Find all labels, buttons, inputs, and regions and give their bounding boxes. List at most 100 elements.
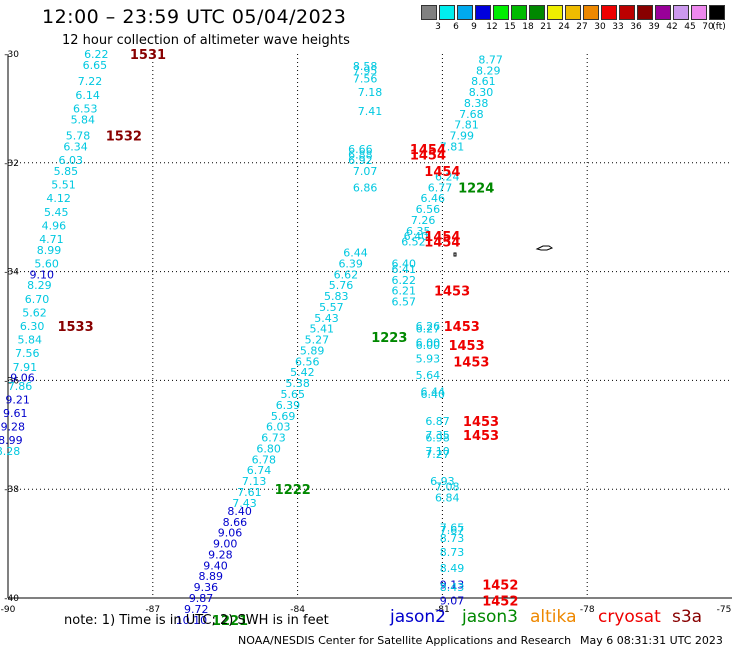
wave-height-value: 6.00 xyxy=(416,336,441,349)
wave-height-value: 6.53 xyxy=(73,102,98,115)
wave-height-value: 7.27 xyxy=(425,448,450,461)
wave-height-value: 6.24 xyxy=(435,170,460,183)
wave-height-value: 5.64 xyxy=(416,369,441,382)
scale-label: 15 xyxy=(504,22,516,32)
scale-swatch xyxy=(691,5,707,20)
wave-height-value: 6.57 xyxy=(392,296,417,309)
wave-height-value: 6.46 xyxy=(420,192,445,205)
wave-height-value: 7.56 xyxy=(15,347,40,360)
wave-height-value: 9.36 xyxy=(194,581,219,594)
wave-height-value: 6.27 xyxy=(416,323,441,336)
pass-time-label: 1453 xyxy=(463,429,499,444)
wave-height-value: 6.66 xyxy=(348,143,373,156)
wave-height-value: 5.69 xyxy=(271,410,296,423)
pass-time-labels: 1531153215331454145414541224145414541453… xyxy=(57,48,518,629)
wave-height-value: 9.00 xyxy=(213,538,238,551)
page-subtitle: 12 hour collection of altimeter wave hei… xyxy=(62,33,350,48)
wave-height-value: 9.10 xyxy=(30,268,55,281)
wave-height-value: 7.10 xyxy=(425,445,450,458)
wave-height-value: 7.18 xyxy=(358,86,383,99)
pass-time-label: 1532 xyxy=(106,130,142,145)
wave-height-value: 6.41 xyxy=(392,263,417,276)
wave-height-value: 5.84 xyxy=(17,334,42,347)
longitude-label: -75 xyxy=(717,605,732,615)
legend-jason3: jason3 xyxy=(462,607,518,627)
scale-swatch xyxy=(565,5,581,20)
pass-time-label: 1221 xyxy=(212,614,248,629)
scale-swatch xyxy=(601,5,617,20)
wave-height-value: 8.66 xyxy=(223,516,248,529)
island-shape xyxy=(453,245,554,257)
wave-height-value: 5.84 xyxy=(71,113,96,126)
wave-height-value: 7.13 xyxy=(242,475,267,488)
wave-height-value: 8.43 xyxy=(440,581,465,594)
wave-height-value: 5.38 xyxy=(285,377,310,390)
pass-time-label: 1224 xyxy=(458,181,494,196)
pass-time-label: 1453 xyxy=(448,339,484,354)
wave-height-value: 6.88 xyxy=(348,149,373,162)
scale-label: 70 xyxy=(702,22,714,32)
scale-swatch xyxy=(547,5,563,20)
scale-swatch xyxy=(475,5,491,20)
latitude-label: -36 xyxy=(4,376,19,386)
wave-height-value: 7.43 xyxy=(232,497,257,510)
scale-swatch xyxy=(655,5,671,20)
wave-height-value: 6.35 xyxy=(406,225,431,238)
pass-time-label: 1453 xyxy=(463,415,499,430)
wave-height-value: 6.21 xyxy=(392,285,417,298)
latitude-label: -34 xyxy=(4,268,19,278)
scale-label: 9 xyxy=(471,22,477,32)
scale-label: 18 xyxy=(522,22,534,32)
wave-height-value: 5.42 xyxy=(290,366,315,379)
wave-height-value: 7.26 xyxy=(411,214,436,227)
scale-label: 12 xyxy=(486,22,498,32)
wave-height-value: 5.85 xyxy=(54,165,79,178)
wave-height-value: 9.06 xyxy=(10,372,35,385)
wave-height-value: 6.70 xyxy=(25,293,50,306)
wave-height-value: 6.56 xyxy=(295,355,320,368)
scale-label: 27 xyxy=(576,22,588,32)
wave-height-value: 5.65 xyxy=(281,388,306,401)
pass-time-label: 1454 xyxy=(410,149,446,164)
wave-height-value: 9.40 xyxy=(203,559,228,572)
wave-height-value: 7.95 xyxy=(353,64,378,77)
pass-time-label: 1453 xyxy=(434,285,470,300)
wave-height-value: 8.58 xyxy=(353,60,378,73)
longitude-label: -78 xyxy=(580,605,595,615)
wave-height-value: 7.86 xyxy=(8,380,33,393)
wave-height-value: 9.87 xyxy=(189,592,214,605)
wave-height-value: 7.68 xyxy=(459,108,484,121)
wave-height-value: 6.84 xyxy=(435,491,460,504)
wave-height-value: 7.99 xyxy=(449,130,474,143)
scale-label: 45 xyxy=(684,22,696,32)
wave-height-value: 7.08 xyxy=(435,480,460,493)
wave-height-value: 9.72 xyxy=(184,603,209,616)
wave-height-value: 6.40 xyxy=(420,388,445,401)
longitude-label: -81 xyxy=(435,605,450,615)
wave-height-value: 6.74 xyxy=(247,464,272,477)
wave-height-value: 8.99 xyxy=(37,244,62,257)
scale-swatch xyxy=(637,5,653,20)
wave-height-value: 7.35 xyxy=(425,429,450,442)
wave-height-value: 7.07 xyxy=(353,165,378,178)
scale-label: 30 xyxy=(594,22,606,32)
wave-height-value: 5.27 xyxy=(305,334,330,347)
wave-height-value: 8.29 xyxy=(476,64,501,77)
wave-height-value: 5.45 xyxy=(44,206,69,219)
latitude-label: -40 xyxy=(4,594,19,604)
wave-height-value: 6.34 xyxy=(63,140,88,153)
pass-time-label: 1533 xyxy=(57,320,93,335)
scale-swatch xyxy=(511,5,527,20)
wave-height-readings: 6.226.657.226.146.535.845.786.346.035.85… xyxy=(0,48,503,627)
scale-label: 42 xyxy=(666,22,678,32)
wave-height-value: 8.99 xyxy=(0,434,23,447)
wave-height-value: 7.22 xyxy=(78,75,103,88)
scale-label: 39 xyxy=(648,22,660,32)
legend-s3a: s3a xyxy=(672,607,703,627)
wave-height-value: 6.56 xyxy=(416,203,441,216)
wave-height-value: 5.83 xyxy=(324,290,349,303)
pass-time-label: 1454 xyxy=(424,230,460,245)
wave-height-value: 8.77 xyxy=(478,53,503,66)
wave-height-value: 4.96 xyxy=(42,219,67,232)
